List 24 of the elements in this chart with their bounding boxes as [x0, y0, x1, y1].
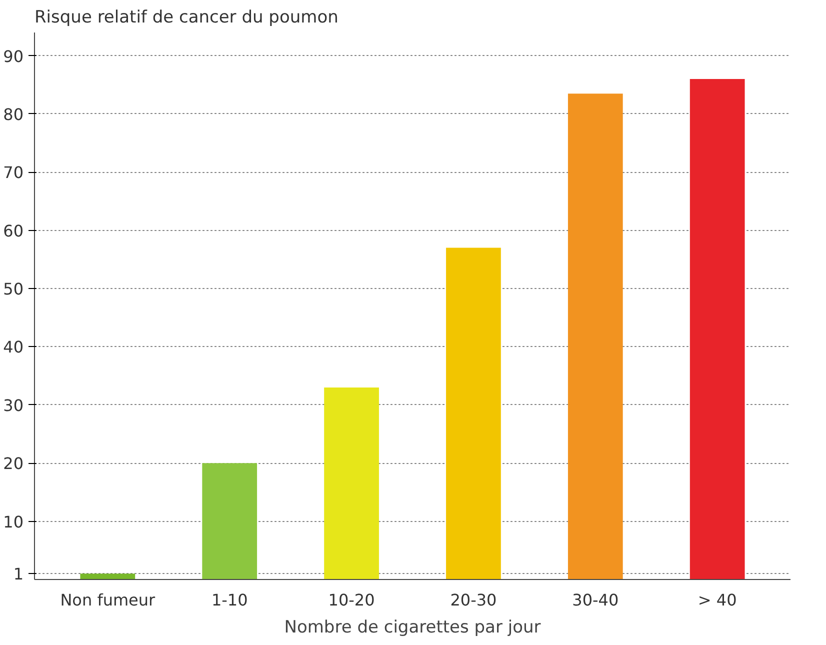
x-tick-label: Non fumeur	[60, 590, 156, 610]
bar	[568, 94, 623, 580]
x-tick-label: 20-30	[450, 590, 497, 610]
y-axis-title: Risque relatif de cancer du poumon	[34, 8, 338, 28]
bar	[324, 387, 379, 580]
bar	[446, 248, 501, 580]
y-tick-label: 30	[3, 396, 24, 415]
bar	[202, 463, 258, 580]
y-tick-label: 90	[3, 46, 24, 66]
bar	[690, 79, 745, 580]
y-tick-label: 70	[3, 163, 24, 182]
x-tick-label: 30-40	[572, 590, 619, 610]
y-tick-label: 1	[13, 564, 24, 584]
x-axis-title: Nombre de cigarettes par jour	[284, 618, 541, 638]
x-tick-label: 10-20	[328, 590, 375, 610]
y-tick-label: 20	[3, 454, 24, 474]
x-tick-label: 1-10	[211, 590, 248, 610]
y-tick-label: 50	[3, 280, 24, 299]
y-tick-label: 60	[3, 221, 24, 240]
y-tick-label: 10	[3, 512, 24, 532]
bar	[80, 574, 136, 580]
y-tick-label: 80	[3, 104, 24, 124]
x-tick-label: > 40	[698, 590, 737, 610]
y-tick-label: 40	[3, 338, 24, 357]
